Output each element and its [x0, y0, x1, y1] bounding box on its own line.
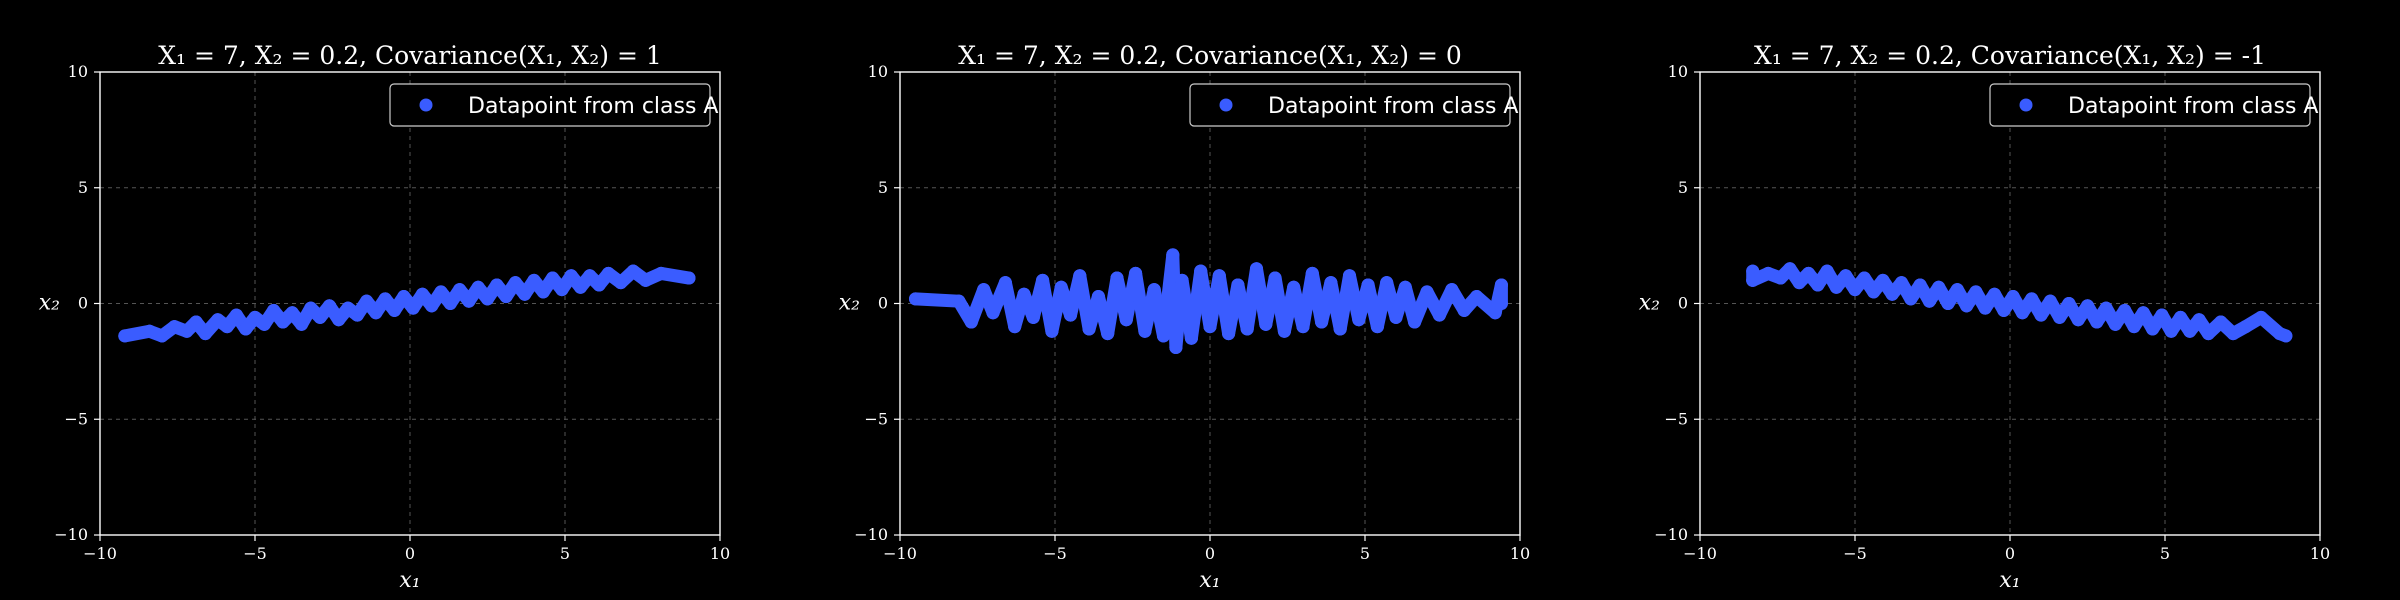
x-tick-label: −10	[83, 544, 117, 563]
subplot-2: −10 −5 0 5 10 −10 −5 0 5 10 X₁ = 7, X₂ = 0.2, Cova…	[839, 41, 1530, 593]
legend: Datapoint from class A	[1989, 83, 2318, 127]
x-tick-label: 5	[2160, 544, 2170, 563]
legend-label: Datapoint from class A	[2068, 94, 2318, 119]
y-tick-label: 5	[878, 178, 888, 197]
y-axis-label: x₂	[1639, 291, 1660, 316]
x-tick-label: 0	[2005, 544, 2015, 563]
y-tick-label: −5	[64, 409, 88, 428]
y-tick-label: −10	[854, 525, 888, 544]
y-tick-label: 5	[1678, 178, 1688, 197]
x-tick-label: 5	[1360, 544, 1370, 563]
y-tick-label: −10	[54, 525, 88, 544]
legend: Datapoint from class A	[389, 83, 718, 127]
subplot-3: −10 −5 0 5 10 −10 −5 0 5 10 X₁ = 7, X₂ = 0.2, Cova…	[1639, 41, 2330, 593]
subplot-1: −10 −5 0 5 10 −10 −5 0 5 10 X₁ = 7, X₂ = 0.2, Cova…	[39, 41, 730, 593]
chart-title: X₁ = 7, X₂ = 0.2, Covariance(X₁, X₂) = -…	[1754, 41, 2266, 70]
y-tick-label: 10	[1668, 62, 1688, 81]
x-tick-label: −10	[1683, 544, 1717, 563]
x-tick-label: 0	[405, 544, 415, 563]
x-tick-label: 10	[710, 544, 730, 563]
x-tick-label: 0	[1205, 544, 1215, 563]
y-tick-label: 0	[1678, 294, 1688, 313]
y-tick-label: 10	[868, 62, 888, 81]
x-tick-label: −5	[1843, 544, 1867, 563]
y-axis-label: x₂	[839, 291, 860, 316]
y-tick-label: 5	[78, 178, 88, 197]
data-point	[2273, 327, 2293, 343]
y-tick-label: −10	[1654, 525, 1688, 544]
x-tick-label: 10	[2310, 544, 2330, 563]
chart-title: X₁ = 7, X₂ = 0.2, Covariance(X₁, X₂) = 0	[958, 41, 1462, 70]
x-axis-label: x₁	[1999, 568, 2020, 593]
x-axis-label: x₁	[1199, 568, 1220, 593]
y-tick-label: 0	[878, 294, 888, 313]
x-tick-label: 10	[1510, 544, 1530, 563]
legend-box	[389, 83, 711, 127]
y-axis-label: x₂	[39, 291, 60, 316]
legend-marker	[2019, 98, 2033, 112]
y-tick-label: −5	[1664, 409, 1688, 428]
legend-box	[1989, 83, 2311, 127]
y-tick-label: 10	[68, 62, 88, 81]
legend-marker	[419, 98, 433, 112]
data-point	[909, 292, 966, 308]
data-point	[654, 266, 696, 285]
legend-marker	[1219, 98, 1233, 112]
x-tick-label: 5	[560, 544, 570, 563]
legend-box	[1189, 83, 1511, 127]
chart-title: X₁ = 7, X₂ = 0.2, Covariance(X₁, X₂) = 1	[158, 41, 662, 70]
legend: Datapoint from class A	[1189, 83, 1518, 127]
x-tick-label: −5	[1043, 544, 1067, 563]
legend-label: Datapoint from class A	[468, 94, 718, 119]
y-tick-label: −5	[864, 409, 888, 428]
x-tick-label: −5	[243, 544, 267, 563]
legend-label: Datapoint from class A	[1268, 94, 1518, 119]
y-tick-label: 0	[78, 294, 88, 313]
x-axis-label: x₁	[399, 568, 420, 593]
x-tick-label: −10	[883, 544, 917, 563]
